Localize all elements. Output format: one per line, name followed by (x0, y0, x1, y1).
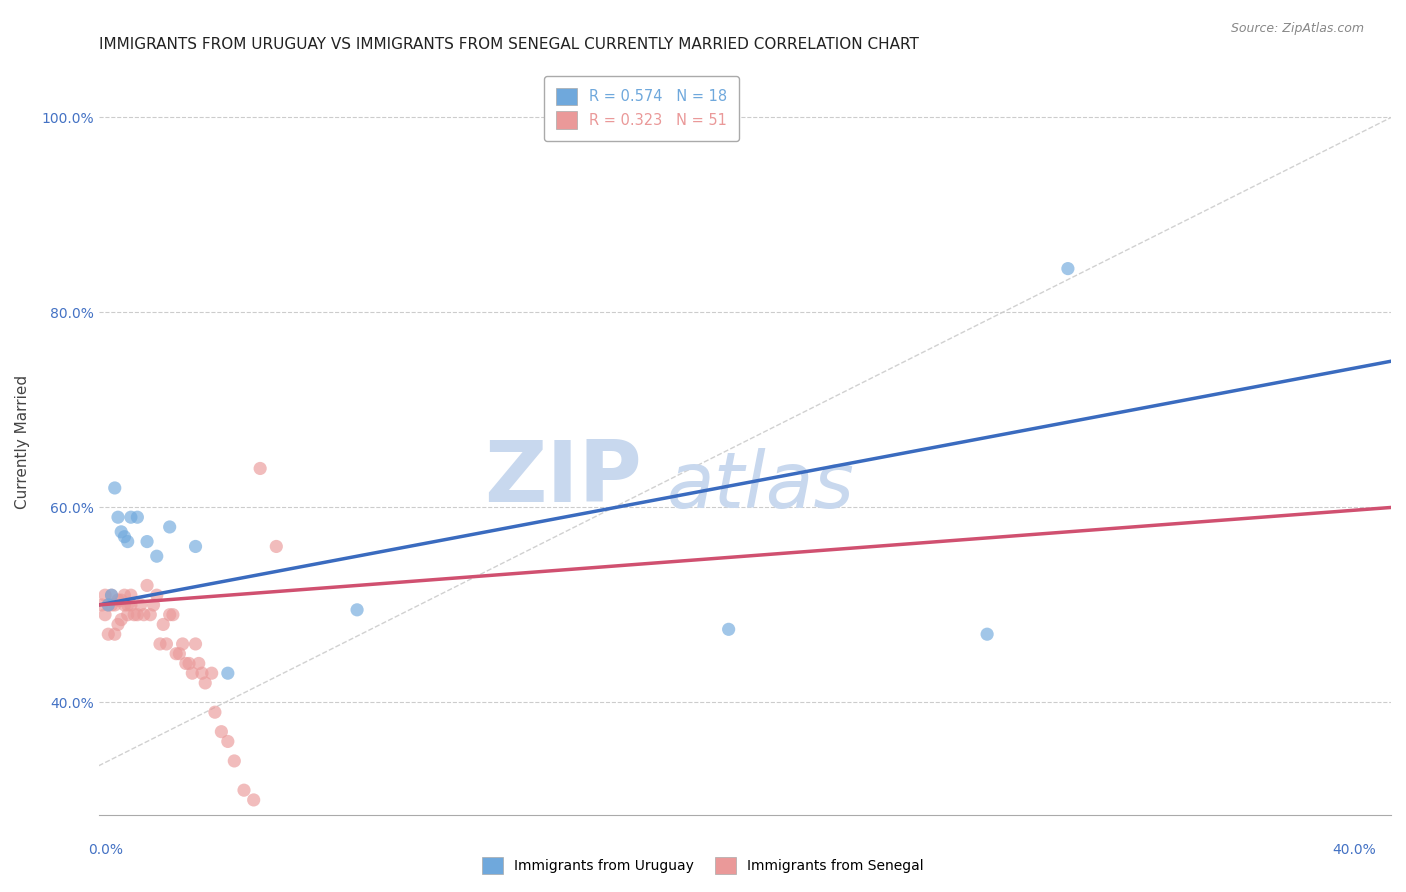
Point (191, 666, 214, 681)
Point (204, 705, 226, 719)
Text: atlas: atlas (668, 449, 855, 524)
Point (976, 627, 998, 641)
Point (217, 666, 239, 681)
Point (209, 724, 232, 739)
Point (136, 578, 159, 592)
Point (136, 534, 159, 549)
Point (122, 607, 145, 622)
Point (184, 637, 207, 651)
Point (149, 637, 172, 651)
Point (117, 607, 139, 622)
Legend: R = 0.574   N = 18, R = 0.323   N = 51: R = 0.574 N = 18, R = 0.323 N = 51 (544, 76, 740, 141)
Point (139, 607, 162, 622)
Point (107, 617, 129, 632)
Point (120, 598, 142, 612)
Point (201, 666, 224, 681)
Text: Source: ZipAtlas.com: Source: ZipAtlas.com (1230, 22, 1364, 36)
Point (132, 607, 155, 622)
Point (174, 657, 197, 671)
Point (107, 593, 129, 607)
Point (127, 607, 149, 622)
Point (717, 623, 740, 637)
Point (114, 530, 136, 544)
Point (194, 676, 217, 690)
Point (114, 588, 136, 602)
Point (94, 588, 117, 602)
Text: 0.0%: 0.0% (89, 843, 122, 857)
Point (266, 540, 288, 554)
Point (127, 510, 149, 524)
Point (224, 754, 246, 768)
Legend: Immigrants from Uruguay, Immigrants from Senegal: Immigrants from Uruguay, Immigrants from… (475, 850, 931, 880)
Text: ZIP: ZIP (484, 437, 641, 520)
Point (120, 510, 142, 524)
Point (155, 637, 177, 651)
Point (97, 598, 120, 612)
Text: IMMIGRANTS FROM URUGUAY VS IMMIGRANTS FROM SENEGAL CURRENTLY MARRIED CORRELATION: IMMIGRANTS FROM URUGUAY VS IMMIGRANTS FR… (98, 37, 918, 53)
Point (110, 613, 132, 627)
Point (129, 598, 152, 612)
Point (346, 603, 368, 617)
Point (100, 588, 122, 602)
Point (100, 598, 122, 612)
Point (177, 657, 200, 671)
Point (110, 593, 132, 607)
Point (104, 627, 127, 641)
Point (104, 481, 127, 495)
Point (187, 657, 209, 671)
Point (152, 617, 174, 632)
Point (107, 510, 129, 524)
Point (159, 520, 181, 534)
Point (97, 627, 120, 641)
Point (117, 598, 139, 612)
Point (165, 647, 187, 661)
Point (217, 734, 239, 748)
Point (110, 524, 132, 539)
Point (145, 588, 167, 602)
Point (145, 549, 167, 564)
Point (172, 637, 194, 651)
Point (1057, 261, 1080, 276)
Point (120, 588, 142, 602)
Point (159, 607, 181, 622)
Point (104, 598, 127, 612)
Point (181, 666, 204, 681)
Point (97, 598, 120, 612)
Point (184, 540, 207, 554)
Point (90, 598, 112, 612)
Point (162, 607, 184, 622)
Point (142, 598, 165, 612)
Y-axis label: Currently Married: Currently Married (15, 375, 30, 508)
Point (233, 783, 256, 797)
Point (117, 534, 139, 549)
Point (249, 461, 271, 475)
Point (242, 793, 264, 807)
Text: 40.0%: 40.0% (1331, 843, 1376, 857)
Point (100, 588, 122, 602)
Point (169, 647, 191, 661)
Point (114, 598, 136, 612)
Point (94, 607, 117, 622)
